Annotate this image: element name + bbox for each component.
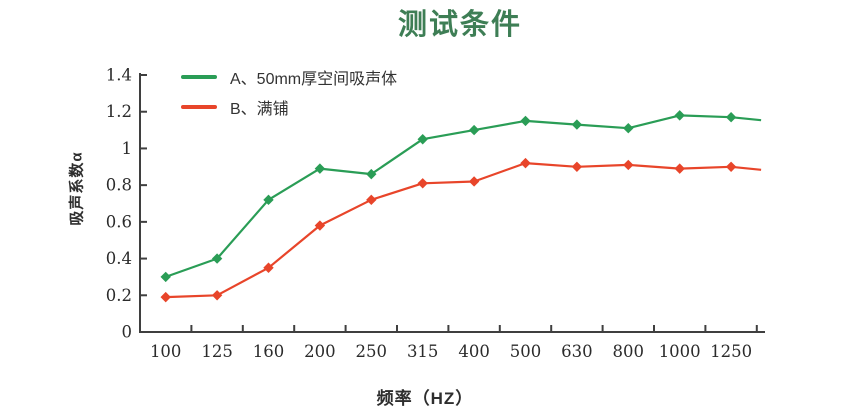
data-point-marker-a: [160, 271, 171, 283]
data-point-marker-b: [417, 178, 428, 189]
chart-title: 测试条件: [397, 9, 522, 41]
x-tick-label: 200: [304, 342, 336, 361]
data-point-marker-a: [571, 119, 583, 130]
legend-line-swatch-a: [181, 75, 217, 79]
data-point-marker-b: [160, 291, 171, 303]
y-tick-label: 1.4: [106, 66, 132, 85]
data-point-marker-b: [366, 194, 377, 206]
data-point-marker-a: [623, 123, 634, 134]
x-tick-label: 500: [510, 342, 542, 361]
legend-item-b: B、满铺: [181, 92, 397, 122]
x-tick-label: 315: [407, 342, 439, 361]
data-point-marker-b: [468, 176, 480, 187]
y-tick-label: 0.4: [106, 249, 132, 268]
data-point-marker-a: [263, 194, 274, 206]
data-point-marker-b: [623, 159, 634, 171]
y-tick-label: 0.8: [106, 176, 132, 195]
legend-line-swatch-b: [181, 105, 217, 109]
y-tick-label: 0.2: [106, 286, 132, 305]
y-tick-label: 0.6: [106, 212, 132, 231]
data-point-marker-b: [314, 220, 326, 231]
data-point-marker-a: [674, 110, 685, 121]
data-point-marker-b: [211, 290, 223, 301]
x-tick-label: 630: [561, 342, 593, 361]
data-point-marker-b: [520, 157, 531, 169]
x-axis-title: 频率（HZ）: [376, 389, 474, 408]
series-line-a: [165, 114, 762, 278]
x-tick-label: 100: [150, 342, 182, 361]
x-tick-label: 800: [613, 342, 645, 361]
data-point-marker-b: [571, 161, 583, 172]
y-tick-label: 1: [122, 139, 133, 158]
data-point-marker-a: [468, 124, 480, 136]
x-tick-label: 160: [253, 342, 285, 361]
legend-label-b: B、满铺: [230, 101, 289, 118]
data-point-marker-a: [211, 253, 223, 264]
data-point-marker-a: [366, 168, 377, 180]
data-point-marker-a: [314, 163, 326, 174]
legend-item-a: A、50mm厚空间吸声体: [181, 62, 397, 92]
x-tick-label: 400: [458, 342, 490, 361]
data-point-marker-a: [417, 134, 428, 145]
data-point-marker-a: [725, 112, 737, 123]
y-tick-label: 0: [122, 323, 133, 342]
x-tick-label: 1250: [710, 342, 752, 361]
data-point-marker-b: [674, 163, 685, 174]
data-point-marker-b: [725, 161, 737, 172]
x-tick-label: 250: [356, 342, 388, 361]
series-line-b: [165, 162, 762, 299]
data-point-marker-a: [520, 115, 531, 127]
x-tick-label: 125: [201, 342, 233, 361]
y-tick-label: 1.2: [106, 102, 132, 121]
data-point-marker-b: [263, 262, 274, 273]
legend-label-a: A、50mm厚空间吸声体: [230, 71, 398, 88]
x-tick-label: 1000: [659, 342, 701, 361]
legend: A、50mm厚空间吸声体 B、满铺: [181, 62, 397, 122]
